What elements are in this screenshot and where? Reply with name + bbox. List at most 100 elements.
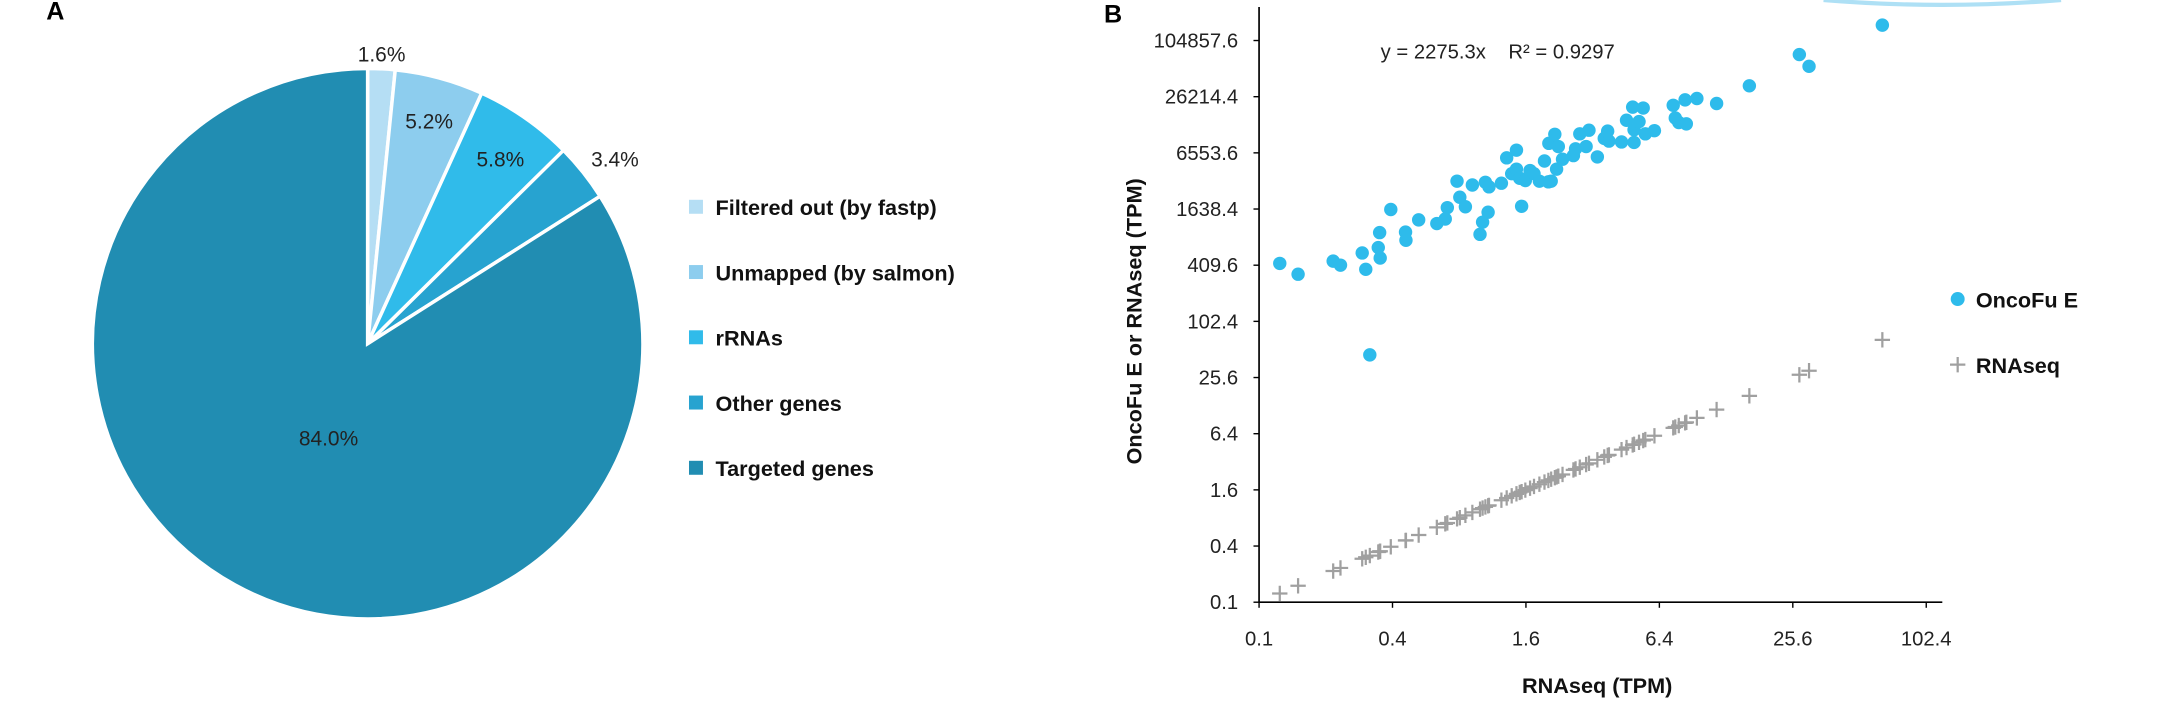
x-tick-label: 0.4 [1378,629,1406,651]
oncofu-e-point [1600,124,1615,138]
rnaseq-point [1372,543,1388,559]
rnaseq-point [1554,466,1571,483]
scatter-legend: OncoFu E RNAseq [1949,287,2078,378]
pie-data-label: 1.6% [358,43,406,66]
rnaseq-point [1708,401,1725,418]
x-tick-label: 0.1 [1245,629,1273,651]
legend-swatch [688,330,703,345]
oncofu-e-point [1792,47,1807,62]
rnaseq-point [1477,499,1494,515]
rnaseq-point [1522,480,1538,496]
oncofu-e-point [1363,348,1377,362]
rnaseq-point [1464,504,1481,521]
rnaseq-point [1449,511,1465,527]
oncofu-e-point [1458,200,1473,214]
legend-label: Filtered out (by fastp) [716,195,937,220]
scatter-chart: y = 2275.3x R² = 0.9297 RNAseq (TPM) Onc… [1122,6,1952,698]
legend-swatch [688,460,703,475]
x-tick-label: 1.6 [1512,629,1540,651]
oncofu-e-point [1679,117,1694,131]
rnaseq-point [1689,410,1705,426]
rnaseq-point [1601,447,1617,463]
legend-swatch [688,265,703,280]
oncofu-e-point [1568,142,1583,156]
rnaseq-point [1290,578,1306,594]
rnaseq-point [1362,547,1378,564]
legend-swatch [688,395,703,410]
oncofu-e-point [1647,123,1662,138]
x-axis-title: RNAseq (TPM) [1522,673,1672,698]
oncofu-e-point [1551,139,1566,154]
rnaseq-point [1550,468,1567,484]
oncofu-e-point [1555,152,1570,166]
rnaseq-point [1540,472,1557,489]
oncofu-e-point [1742,79,1757,93]
panel-label-b: B [1104,0,1122,28]
rnaseq-point [1801,363,1817,379]
oncofu-e-point [1590,150,1605,164]
rnaseq-point [1637,431,1653,448]
rnaseq-point [1572,459,1588,475]
legend-label-oncofu-e: OncoFu E [1976,287,2078,312]
oncofu-e-point [1372,225,1387,240]
rnaseq-point [1354,551,1370,567]
oncofu-e-point [1614,135,1629,149]
oncofu-e-point [1636,101,1650,115]
oncofu-e-point [1690,91,1704,106]
oncofu-e-point [1579,139,1593,154]
rnaseq-point [1332,560,1349,576]
oncofu-e-point [1582,123,1596,137]
oncofu-e-point [1481,205,1495,219]
y-tick-label: 104857.6 [1154,31,1238,53]
oncofu-e-point [1450,174,1464,188]
y-tick-label: 102.4 [1187,311,1238,333]
y-tick-label: 409.6 [1187,255,1238,277]
legend-marker-oncofu-e [1950,292,1965,306]
oncofu-e-point [1499,151,1514,165]
oncofu-e-point [1371,240,1385,255]
oncofu-e-point [1514,199,1529,213]
oncofu-e-point [1666,98,1680,112]
legend-label-rnaseq: RNAseq [1976,353,2060,378]
oncofu-e-point [1273,256,1287,271]
x-tick-label: 25.6 [1773,629,1812,651]
oncofu-e-point [1384,202,1398,217]
y-tick-label: 1638.4 [1176,199,1238,221]
rnaseq-point [1513,483,1530,500]
oncofu-e-point [1802,59,1816,74]
legend-marker-rnaseq [1949,356,1966,373]
oncofu-e-point [1399,233,1413,247]
rnaseq-point [1581,455,1597,472]
oncofu-e-point [1465,178,1480,192]
rnaseq-point [1589,452,1606,468]
oncofu-e-point [1619,113,1634,127]
pie-data-label: 84.0% [299,428,358,451]
rnaseq-point [1874,332,1891,348]
legend-label: Targeted genes [716,456,874,481]
oncofu-e-point [1473,227,1487,242]
y-tick-label: 26214.4 [1165,87,1238,109]
pie-chart: 1.6% 5.2% 5.8% 3.4% 84.0% [90,43,645,621]
oncofu-e-point [1440,200,1455,215]
oncofu-e-point [1438,212,1452,226]
oncofu-e-point [1549,162,1564,176]
oncofu-e-point [1359,262,1373,277]
oncofu-e-point [1625,100,1640,114]
x-tick-label: 102.4 [1901,629,1952,651]
rnaseq-point [1578,456,1594,473]
oncofu-e-point [1482,180,1496,194]
oncofu-e-point [1509,143,1524,157]
y-axis-title: OncoFu E or RNAseq (TPM) [1122,178,1147,464]
rnaseq-point [1671,417,1687,434]
y-tick-label: 1.6 [1210,480,1238,502]
trendline [1823,0,2062,7]
oncofu-e-point [1411,213,1426,227]
rnaseq-point [1741,388,1758,404]
oncofu-e-point [1875,18,1890,32]
pie-data-label: 3.4% [591,148,639,171]
oncofu-e-point [1632,114,1646,129]
rnaseq-point [1429,519,1445,536]
rnaseq-point [1481,497,1497,514]
rnaseq-point [1410,527,1427,543]
